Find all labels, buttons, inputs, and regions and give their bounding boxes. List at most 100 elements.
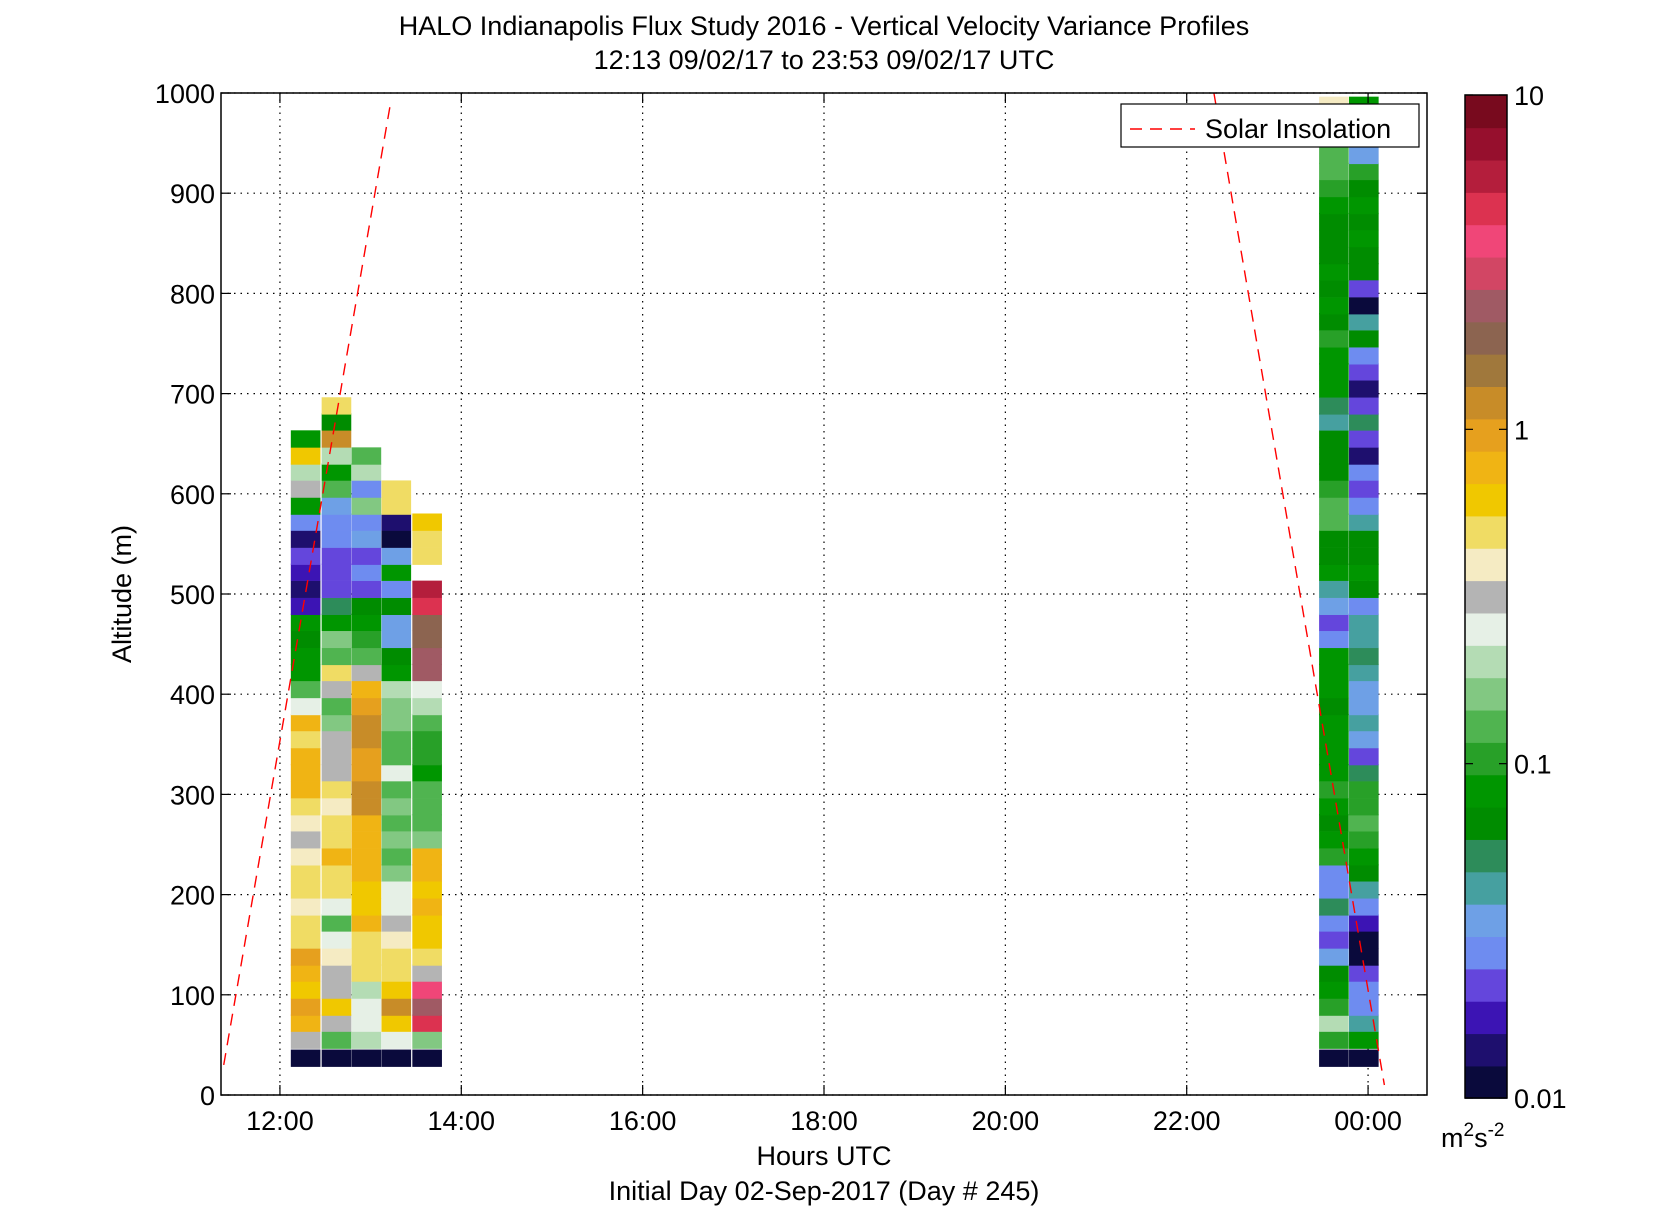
heatmap-cell	[412, 864, 442, 882]
heatmap-cell	[1319, 397, 1349, 415]
heatmap-cell	[381, 831, 412, 849]
heatmap-cell	[290, 697, 321, 716]
chart-title: HALO Indianapolis Flux Study 2016 - Vert…	[399, 11, 1249, 41]
heatmap-cell	[1349, 964, 1379, 982]
heatmap-cell	[1349, 280, 1379, 298]
colorbar-band	[1465, 192, 1507, 226]
y-tick-label: 500	[170, 580, 215, 610]
heatmap-cell	[381, 848, 412, 866]
heatmap-cell	[1319, 647, 1349, 666]
heatmap-cell	[381, 530, 412, 548]
colorbar-band	[1465, 450, 1507, 485]
y-axis-label: Altitude (m)	[107, 525, 137, 663]
y-tick-label: 900	[170, 179, 215, 209]
heatmap-cell	[321, 730, 352, 749]
x-tick-label: 22:00	[1153, 1106, 1221, 1136]
colorbar-band	[1465, 1000, 1507, 1035]
heatmap-cell	[1349, 297, 1379, 315]
heatmap-cell	[381, 1031, 412, 1049]
colorbar-band	[1465, 709, 1507, 743]
colorbar-tick-label: 10	[1514, 81, 1544, 111]
heatmap-cell	[321, 697, 352, 716]
solar-insolation-lines	[223, 93, 1386, 1086]
heatmap-cell	[1319, 831, 1349, 849]
heatmap-cell	[321, 613, 352, 632]
heatmap-cell	[290, 680, 321, 699]
heatmap-cell	[351, 747, 382, 766]
heatmap-cell	[321, 964, 352, 982]
heatmap-cell	[1319, 613, 1349, 632]
heatmap-cell	[412, 1014, 442, 1032]
heatmap-cell	[351, 898, 382, 916]
heatmap-cell	[290, 781, 321, 799]
x-tick-labels: 12:00 14:00 16:00 18:00 20:00 22:00 00:00	[246, 1106, 1402, 1136]
heatmap-cell	[412, 814, 442, 832]
heatmap-cell	[1349, 981, 1379, 999]
heatmap-cell	[412, 848, 442, 866]
heatmap-cell	[381, 781, 412, 799]
heatmap-cell	[412, 663, 442, 682]
y-tick-label: 100	[170, 981, 215, 1011]
heatmap-cell	[1349, 663, 1379, 682]
heatmap-cell	[381, 1049, 412, 1067]
colorbar-band	[1465, 127, 1507, 161]
heatmap-cell	[1319, 146, 1349, 165]
heatmap-cell	[412, 713, 442, 732]
heatmap-cell	[381, 747, 412, 766]
heatmap-cell	[1349, 196, 1379, 215]
heatmap-cell	[290, 948, 321, 966]
heatmap-cell	[1319, 848, 1349, 866]
colorbar-band	[1465, 159, 1507, 193]
colorbar-tick-label: 1	[1514, 415, 1529, 445]
colorbar-band	[1465, 256, 1507, 290]
heatmap-cell	[381, 580, 412, 598]
heatmap-cell	[381, 547, 412, 565]
heatmap-cell	[1349, 713, 1379, 732]
colorbar-tick-label: 0.01	[1514, 1084, 1567, 1114]
heatmap-cell	[1319, 530, 1349, 548]
heatmap-cell	[1319, 430, 1349, 448]
heatmap-cell	[290, 730, 321, 749]
heatmap-cell	[1349, 497, 1379, 515]
heatmap-cell	[321, 948, 352, 966]
heatmap-cell	[1319, 1031, 1349, 1049]
heatmap-cell	[321, 430, 352, 448]
heatmap-cell	[321, 1049, 352, 1067]
heatmap-cell	[381, 798, 412, 816]
heatmap-cell	[290, 713, 321, 732]
heatmap-cell	[1349, 864, 1379, 882]
heatmap-cell	[321, 1014, 352, 1032]
heatmap-cell	[1349, 613, 1379, 632]
heatmap-cell	[1349, 262, 1379, 281]
x-tick-label: 14:00	[428, 1106, 496, 1136]
heatmap-cells	[290, 96, 1379, 1067]
heatmap-cell	[381, 898, 412, 916]
heatmap-cell	[290, 814, 321, 832]
heatmap-cell	[290, 747, 321, 766]
heatmap-cell	[1349, 447, 1379, 465]
heatmap-cell	[1319, 563, 1349, 581]
heatmap-cell	[321, 513, 352, 531]
heatmap-cell	[351, 730, 382, 749]
heatmap-cell	[290, 1031, 321, 1049]
heatmap-cell	[351, 697, 382, 716]
heatmap-cell	[1349, 763, 1379, 782]
heatmap-cell	[351, 513, 382, 531]
heatmap-cell	[321, 831, 352, 849]
heatmap-cell	[1319, 948, 1349, 966]
heatmap-cell	[412, 647, 442, 666]
heatmap-cell	[1319, 363, 1349, 381]
heatmap-cell	[381, 713, 412, 732]
heatmap-cell	[321, 998, 352, 1016]
heatmap-cell	[1349, 563, 1379, 581]
heatmap-cell	[381, 730, 412, 749]
heatmap-cell	[1349, 413, 1379, 431]
heatmap-cell	[321, 981, 352, 999]
footer-label: Initial Day 02-Sep-2017 (Day # 245)	[609, 1176, 1040, 1206]
heatmap-cell	[412, 747, 442, 766]
heatmap-cell	[1319, 246, 1349, 265]
heatmap-cell	[290, 981, 321, 999]
heatmap-cell	[381, 597, 412, 615]
heatmap-cell	[290, 763, 321, 782]
heatmap-cell	[290, 964, 321, 982]
